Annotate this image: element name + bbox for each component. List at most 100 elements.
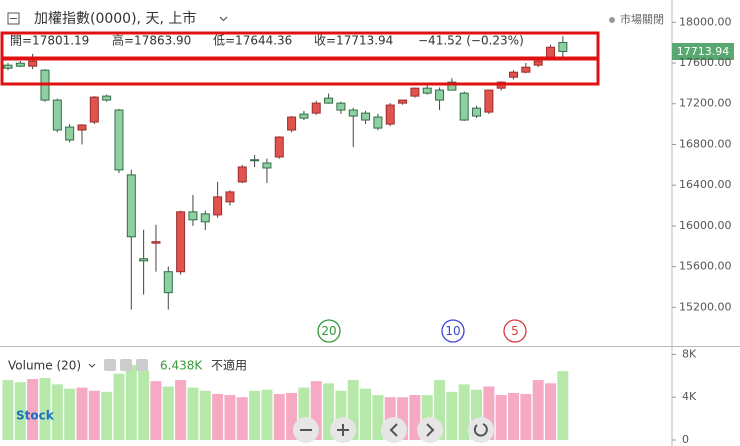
close-icon[interactable] <box>136 359 148 371</box>
volume-bar <box>27 379 39 440</box>
candle-body <box>200 213 210 223</box>
reset-icon <box>473 423 488 437</box>
y-tick-label: 17200.00 <box>679 97 732 110</box>
candle-body <box>250 159 260 162</box>
legend-high: 高=17863.90 <box>112 33 191 48</box>
volume-tick-label: 0 <box>682 433 689 446</box>
zoom-in-icon <box>337 424 349 436</box>
volume-bar <box>76 387 88 440</box>
candle-body <box>509 71 519 78</box>
market-status: 市場關閉 <box>620 12 664 26</box>
scroll-right-button[interactable] <box>417 417 443 443</box>
candle-body <box>336 102 346 111</box>
candle-body <box>287 116 297 131</box>
event-badges: 20 10 5 <box>317 319 527 343</box>
volume-tick-label: 4K <box>682 390 697 403</box>
y-tick-label: 15600.00 <box>679 260 732 273</box>
volume-bar <box>187 387 199 440</box>
volume-bars <box>2 365 569 440</box>
candle-body <box>65 126 75 141</box>
title-dropdown[interactable] <box>219 16 228 22</box>
candle-body <box>410 87 420 97</box>
candle-body <box>89 96 99 123</box>
event-badge[interactable] <box>317 319 341 343</box>
volume-dropdown[interactable] <box>88 363 96 368</box>
candle-body <box>114 109 124 171</box>
candle-body <box>373 116 383 129</box>
volume-bar <box>458 384 470 440</box>
volume-bar <box>224 395 236 440</box>
y-tick-label: 16400.00 <box>679 178 732 191</box>
volume-bar <box>495 395 507 440</box>
volume-bar <box>249 390 261 440</box>
candle-body <box>28 60 38 67</box>
volume-bar <box>397 397 409 440</box>
y-tick-label: 17600.00 <box>679 56 732 69</box>
volume-bar <box>39 377 51 440</box>
candle-body <box>176 211 186 273</box>
candle-body <box>546 46 556 58</box>
legend-low: 低=17644.36 <box>213 34 292 48</box>
volume-bar <box>88 390 100 440</box>
volume-value: 6.438K <box>160 359 203 373</box>
candle-body <box>102 95 112 101</box>
candle-body <box>77 124 87 131</box>
volume-bar <box>150 381 162 440</box>
candle-body <box>558 42 568 52</box>
volume-bar <box>175 380 187 440</box>
candle-body <box>126 174 136 238</box>
volume-bar <box>51 384 63 440</box>
volume-bar <box>64 388 76 440</box>
candle-body <box>274 136 284 158</box>
volume-bar <box>532 380 544 440</box>
event-badge[interactable] <box>503 319 527 343</box>
volume-bar <box>113 373 125 440</box>
volume-bar <box>2 380 14 440</box>
event-badge-label: 5 <box>511 324 519 338</box>
volume-bar <box>347 380 359 440</box>
settings-icon[interactable] <box>120 359 132 371</box>
collapse-icon[interactable] <box>7 12 20 25</box>
candle-body <box>324 97 334 104</box>
candle-body <box>435 89 445 101</box>
candle-body <box>262 162 272 169</box>
volume-bar <box>101 391 113 440</box>
volume-bar <box>310 381 322 440</box>
scroll-right-icon <box>426 423 435 437</box>
eye-icon[interactable] <box>104 359 116 371</box>
candle-body <box>447 81 457 91</box>
candle-body <box>139 258 149 262</box>
scroll-left-button[interactable] <box>381 417 407 443</box>
volume-bar <box>162 386 174 440</box>
reset-button[interactable] <box>468 417 494 443</box>
volume-bar <box>298 387 310 440</box>
candle-body <box>311 102 321 114</box>
chart-title[interactable]: 加權指數(0000), 天, 上市 <box>34 10 196 27</box>
candle-body <box>348 109 358 117</box>
candle-body <box>151 241 161 244</box>
candle-body <box>422 87 432 94</box>
candle-body <box>188 211 198 221</box>
volume-bar <box>434 380 446 440</box>
candle-body <box>472 107 482 117</box>
scroll-left-icon <box>389 423 398 437</box>
legend-close: 收=17713.94 <box>314 34 393 48</box>
candle-body <box>3 64 13 69</box>
volume-bar <box>372 395 384 440</box>
zoom-controls <box>293 417 494 443</box>
volume-bar <box>545 383 557 440</box>
volume-bar <box>471 389 483 440</box>
event-badge-label: 20 <box>321 324 336 338</box>
volume-bar <box>286 392 298 440</box>
event-badge[interactable] <box>441 319 465 343</box>
volume-bar <box>323 383 335 440</box>
volume-title: Volume (20) <box>8 359 81 373</box>
y-tick-label: 15200.00 <box>679 300 732 313</box>
last-price-box <box>672 43 734 60</box>
logo: Stock <box>16 409 55 423</box>
last-price: 17713.94 <box>677 45 730 58</box>
legend-change: −41.52 (−0.23%) <box>418 34 524 48</box>
highlight-box <box>0 57 600 86</box>
